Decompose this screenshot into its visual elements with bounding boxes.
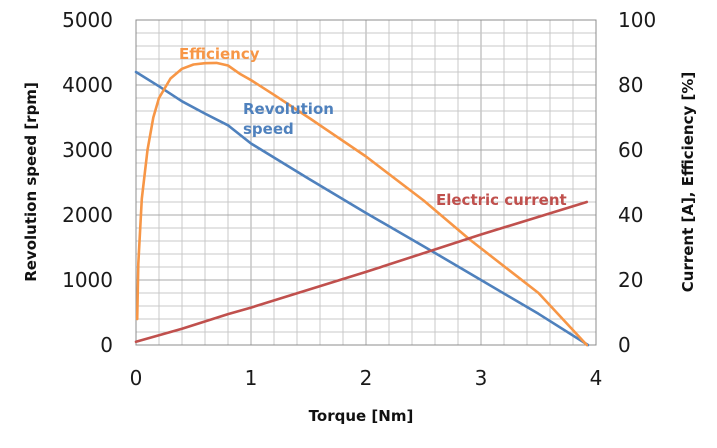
efficiency-series-label: Efficiency — [179, 45, 260, 63]
y-left-tick-label: 3000 — [62, 138, 113, 162]
electric-current-series-label: Electric current — [436, 191, 567, 209]
y-right-tick-label: 80 — [618, 73, 643, 97]
y-right-tick-label: 20 — [618, 268, 643, 292]
y-right-tick-label: 100 — [618, 8, 656, 32]
y-left-tick-label: 2000 — [62, 203, 113, 227]
y-left-tick-label: 0 — [100, 333, 113, 357]
y-left-tick-label: 5000 — [62, 8, 113, 32]
revolution-speed-line — [134, 70, 590, 347]
series-lines — [134, 61, 590, 347]
y-right-axis-title: Current [A], Efficiency [%] — [679, 72, 697, 292]
revolution-speed-series-label-line2: speed — [243, 120, 294, 138]
y-left-tick-label: 4000 — [62, 73, 113, 97]
y-right-tick-label: 60 — [618, 138, 643, 162]
x-tick-label: 4 — [590, 366, 603, 390]
x-tick-label: 2 — [360, 366, 373, 390]
y-left-tick-label: 1000 — [62, 268, 113, 292]
electric-current-line — [134, 200, 589, 344]
plot-area-border — [135, 19, 597, 346]
x-tick-label: 0 — [130, 366, 143, 390]
y-right-tick-label: 40 — [618, 203, 643, 227]
revolution-speed-series-label-line1: Revolution — [243, 100, 334, 118]
grid — [135, 19, 597, 346]
y-left-axis-title: Revolution speed [rpm] — [22, 82, 40, 282]
efficiency-line — [135, 61, 589, 347]
x-tick-label: 3 — [475, 366, 488, 390]
x-tick-label: 1 — [245, 366, 258, 390]
x-axis-title: Torque [Nm] — [309, 407, 414, 425]
y-right-tick-label: 0 — [618, 333, 631, 357]
